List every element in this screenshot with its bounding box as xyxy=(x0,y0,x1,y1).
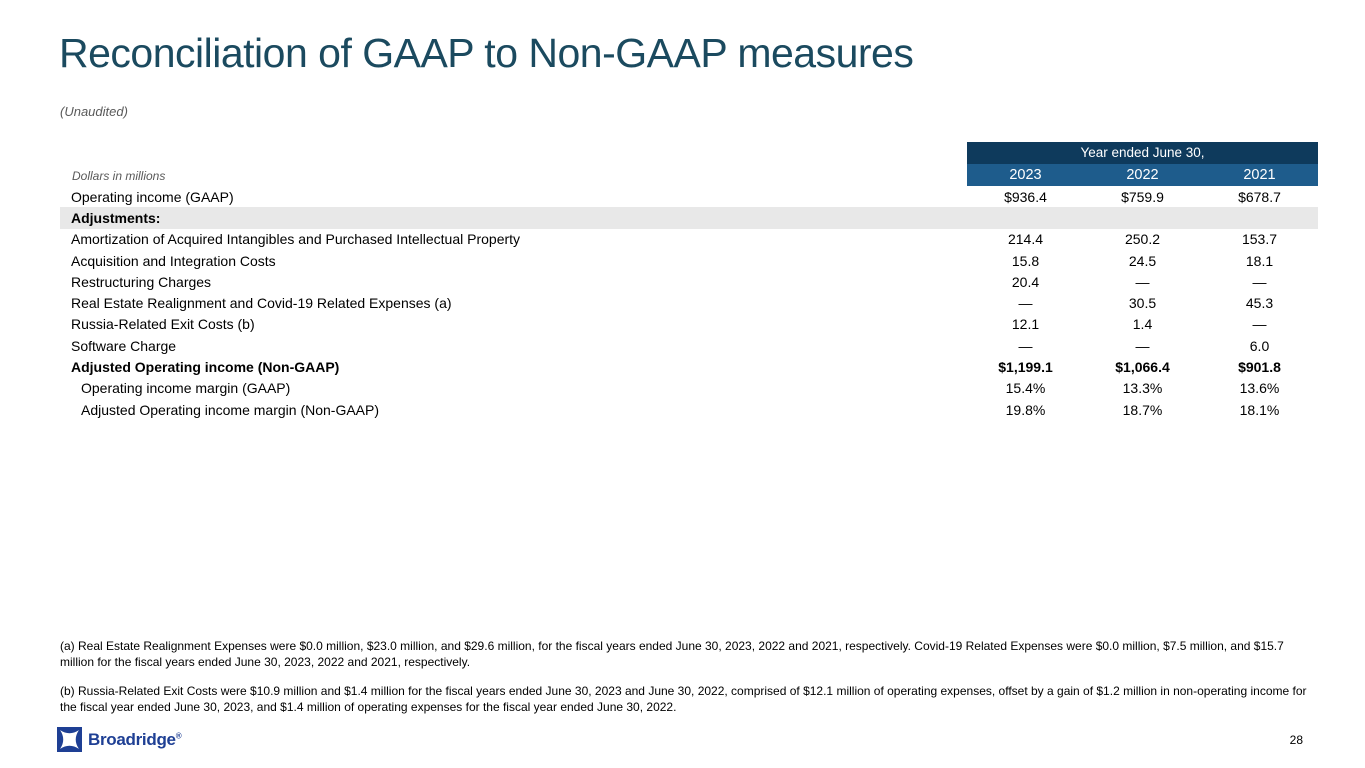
footnote-b: (b) Russia-Related Exit Costs were $10.9… xyxy=(60,684,1307,714)
row-value: 1.4 xyxy=(1132,316,1153,333)
row-value: — xyxy=(1018,295,1033,312)
row-value: 214.4 xyxy=(1007,231,1044,248)
row-label: Adjustments: xyxy=(71,209,161,226)
reconciliation-table: Year ended June 30, Dollars in millions … xyxy=(60,142,1318,420)
row-value: $1,199.1 xyxy=(998,359,1053,376)
unaudited-label: (Unaudited) xyxy=(60,104,128,119)
row-label: Russia-Related Exit Costs (b) xyxy=(71,316,255,333)
units-label: Dollars in millions xyxy=(72,169,166,183)
row-value: $1,066.4 xyxy=(1115,359,1170,376)
table-header-years-row: Dollars in millions 2023 2022 2021 xyxy=(60,164,1318,186)
row-label: Acquisition and Integration Costs xyxy=(71,252,276,269)
year-ended-header: Year ended June 30, xyxy=(967,142,1318,164)
row-value: 13.3% xyxy=(1122,380,1163,397)
row-label: Real Estate Realignment and Covid-19 Rel… xyxy=(71,295,452,312)
row-value: 15.4% xyxy=(1005,380,1046,397)
table-row-section: Adjustments: xyxy=(60,207,1318,229)
row-label: Operating income margin (GAAP) xyxy=(81,380,291,397)
row-value: — xyxy=(1252,316,1267,333)
row-label: Restructuring Charges xyxy=(71,273,212,290)
table-row: Operating income margin (GAAP) 15.4% 13.… xyxy=(60,378,1318,399)
row-value: — xyxy=(1135,337,1150,354)
row-value: 30.5 xyxy=(1128,295,1157,312)
table-row: Real Estate Realignment and Covid-19 Rel… xyxy=(60,292,1318,313)
row-value: 20.4 xyxy=(1011,273,1040,290)
row-value: 6.0 xyxy=(1249,337,1270,354)
row-value: 18.1 xyxy=(1245,252,1274,269)
table-row: Operating income (GAAP) $936.4 $759.9 $6… xyxy=(60,186,1318,207)
row-value: $678.7 xyxy=(1238,188,1281,205)
row-value: 12.1 xyxy=(1011,316,1040,333)
page-number: 28 xyxy=(1289,733,1303,747)
column-header-2022: 2022 xyxy=(1084,164,1201,186)
row-value: 153.7 xyxy=(1241,231,1278,248)
row-value: 18.1% xyxy=(1239,401,1280,418)
row-label: Amortization of Acquired Intangibles and… xyxy=(71,231,521,248)
table-row: Acquisition and Integration Costs 15.8 2… xyxy=(60,250,1318,271)
row-value: 19.8% xyxy=(1005,401,1046,418)
broadridge-logo-icon xyxy=(57,727,82,752)
broadridge-logo: Broadridge® xyxy=(57,727,182,752)
table-row-total: Adjusted Operating income (Non-GAAP) $1,… xyxy=(60,356,1318,377)
row-value: 18.7% xyxy=(1122,401,1163,418)
row-value: — xyxy=(1018,337,1033,354)
table-row: Software Charge — — 6.0 xyxy=(60,335,1318,356)
row-value: — xyxy=(1252,273,1267,290)
table-header-group-row: Year ended June 30, xyxy=(60,142,1318,164)
row-label: Operating income (GAAP) xyxy=(71,188,234,205)
column-header-2021: 2021 xyxy=(1201,164,1318,186)
table-row: Restructuring Charges 20.4 — — xyxy=(60,271,1318,292)
row-value: 250.2 xyxy=(1124,231,1161,248)
row-value: 15.8 xyxy=(1011,252,1040,269)
row-label: Software Charge xyxy=(71,337,177,354)
registered-mark: ® xyxy=(175,730,182,740)
table-row: Adjusted Operating income margin (Non-GA… xyxy=(60,399,1318,420)
row-label: Adjusted Operating income (Non-GAAP) xyxy=(71,359,340,376)
column-header-2023: 2023 xyxy=(967,164,1084,186)
row-value: 45.3 xyxy=(1245,295,1274,312)
row-value: 13.6% xyxy=(1239,380,1280,397)
row-label: Adjusted Operating income margin (Non-GA… xyxy=(81,401,380,418)
table-row: Amortization of Acquired Intangibles and… xyxy=(60,229,1318,250)
row-value: $936.4 xyxy=(1004,188,1047,205)
footnote-a: (a) Real Estate Realignment Expenses wer… xyxy=(60,639,1284,669)
broadridge-logo-text: Broadridge® xyxy=(88,729,182,749)
row-value: 24.5 xyxy=(1128,252,1157,269)
row-value: $759.9 xyxy=(1121,188,1164,205)
row-value: $901.8 xyxy=(1238,359,1281,376)
page-title: Reconciliation of GAAP to Non-GAAP measu… xyxy=(59,30,914,76)
table-row: Russia-Related Exit Costs (b) 12.1 1.4 — xyxy=(60,314,1318,335)
row-value: — xyxy=(1135,273,1150,290)
